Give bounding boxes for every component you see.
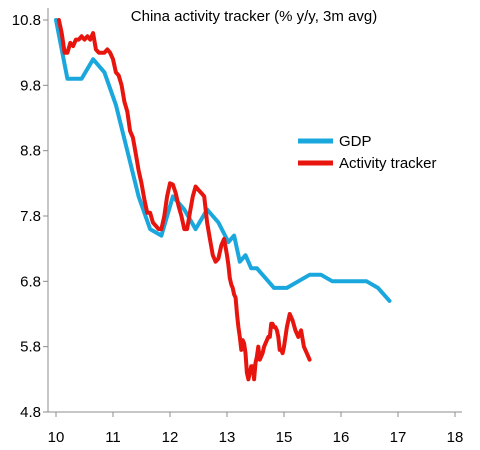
x-tick-label: 11 <box>105 429 121 446</box>
y-tick-label: 10.8 <box>12 12 41 29</box>
y-tick-label: 9.8 <box>20 77 41 94</box>
series-line-activity-tracker <box>56 18 312 382</box>
y-tick-label: 6.8 <box>20 273 41 290</box>
y-tick-label: 8.8 <box>20 143 41 160</box>
y-axis-ticks: 4.8 5.8 6.8 7.8 8.8 9.8 10.8 <box>12 12 48 421</box>
legend: GDP Activity tracker <box>298 133 437 172</box>
y-tick-label: 5.8 <box>20 339 41 356</box>
x-tick-label: 12 <box>162 429 179 446</box>
x-tick-label: 16 <box>333 429 350 446</box>
x-tick-label: 10 <box>48 429 65 446</box>
y-tick-label: 4.8 <box>20 404 41 421</box>
x-tick-label: 13 <box>219 429 236 446</box>
series-lines <box>54 18 392 382</box>
legend-label-gdp: GDP <box>339 133 372 150</box>
x-tick-label: 17 <box>390 429 407 446</box>
series-line-gdp <box>54 18 392 303</box>
x-axis-ticks: 10 11 12 13 15 16 17 18 <box>48 412 464 446</box>
x-tick-label: 18 <box>447 429 464 446</box>
legend-label-activity-tracker: Activity tracker <box>339 155 437 172</box>
y-tick-label: 7.8 <box>20 208 41 225</box>
chart-title: China activity tracker (% y/y, 3m avg) <box>131 8 377 25</box>
x-tick-label: 15 <box>276 429 293 446</box>
